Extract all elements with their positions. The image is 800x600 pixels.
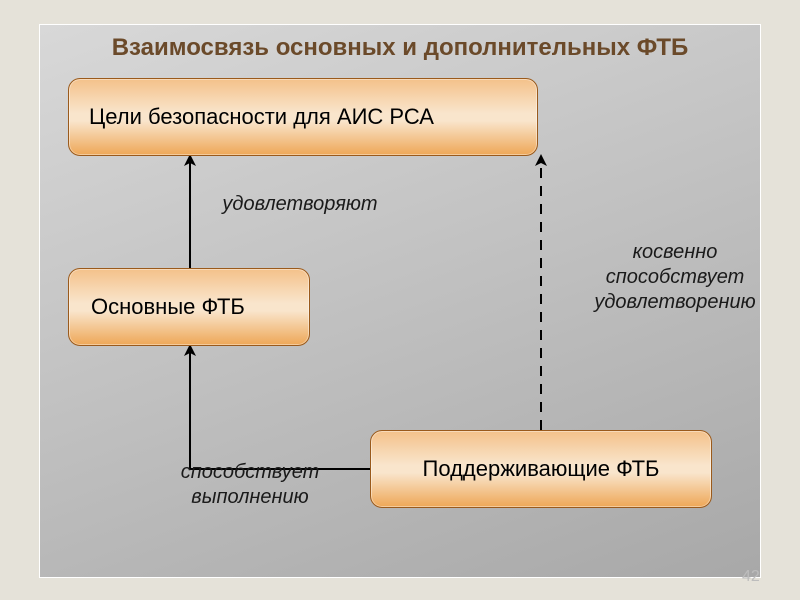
edge-label-satisfy: удовлетворяют bbox=[210, 192, 390, 217]
page-number: 42 bbox=[742, 568, 760, 586]
page-title: Взаимосвязь основных и дополнительных ФТ… bbox=[70, 34, 730, 62]
slide: Взаимосвязь основных и дополнительных ФТ… bbox=[0, 0, 800, 600]
edge-label-contribute: способствует выполнению bbox=[150, 460, 350, 510]
node-main-label: Основные ФТБ bbox=[91, 294, 245, 320]
node-goals: Цели безопасности для АИС РСА bbox=[68, 78, 538, 156]
node-main: Основные ФТБ bbox=[68, 268, 310, 346]
node-supporting: Поддерживающие ФТБ bbox=[370, 430, 712, 508]
edge-label-indirect: косвенно способствует удовлетворению bbox=[575, 240, 775, 315]
node-supporting-label: Поддерживающие ФТБ bbox=[423, 456, 660, 482]
node-goals-label: Цели безопасности для АИС РСА bbox=[89, 104, 434, 130]
